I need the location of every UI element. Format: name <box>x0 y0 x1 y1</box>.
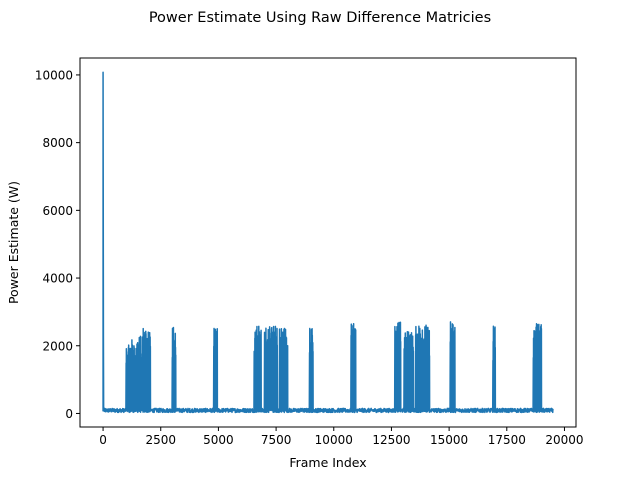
x-tick-label: 7500 <box>261 433 292 447</box>
x-tick-label: 2500 <box>145 433 176 447</box>
plot-lines <box>102 71 554 414</box>
x-tick-label: 5000 <box>203 433 234 447</box>
series-line <box>102 71 554 414</box>
x-tick-label: 12500 <box>372 433 410 447</box>
y-tick-label: 8000 <box>42 136 73 150</box>
y-axis-ticks: 0 2000 4000 6000 8000 10000 <box>35 68 80 421</box>
x-axis-ticks: 0 2500 5000 7500 10000 12500 15000 17500 20000 <box>99 427 584 447</box>
x-tick-label: 0 <box>99 433 107 447</box>
y-axis-label: Power Estimate (W) <box>6 181 21 304</box>
y-tick-label: 0 <box>65 407 73 421</box>
y-tick-label: 10000 <box>35 68 73 82</box>
y-tick-label: 2000 <box>42 339 73 353</box>
x-axis-label: Frame Index <box>289 455 366 470</box>
y-tick-label: 4000 <box>42 272 73 286</box>
x-tick-label: 15000 <box>430 433 468 447</box>
x-tick-label: 10000 <box>315 433 353 447</box>
x-tick-label: 20000 <box>545 433 583 447</box>
y-tick-label: 6000 <box>42 204 73 218</box>
x-tick-label: 17500 <box>488 433 526 447</box>
plot-frame <box>79 57 577 428</box>
chart-title: Power Estimate Using Raw Difference Matr… <box>149 10 491 26</box>
